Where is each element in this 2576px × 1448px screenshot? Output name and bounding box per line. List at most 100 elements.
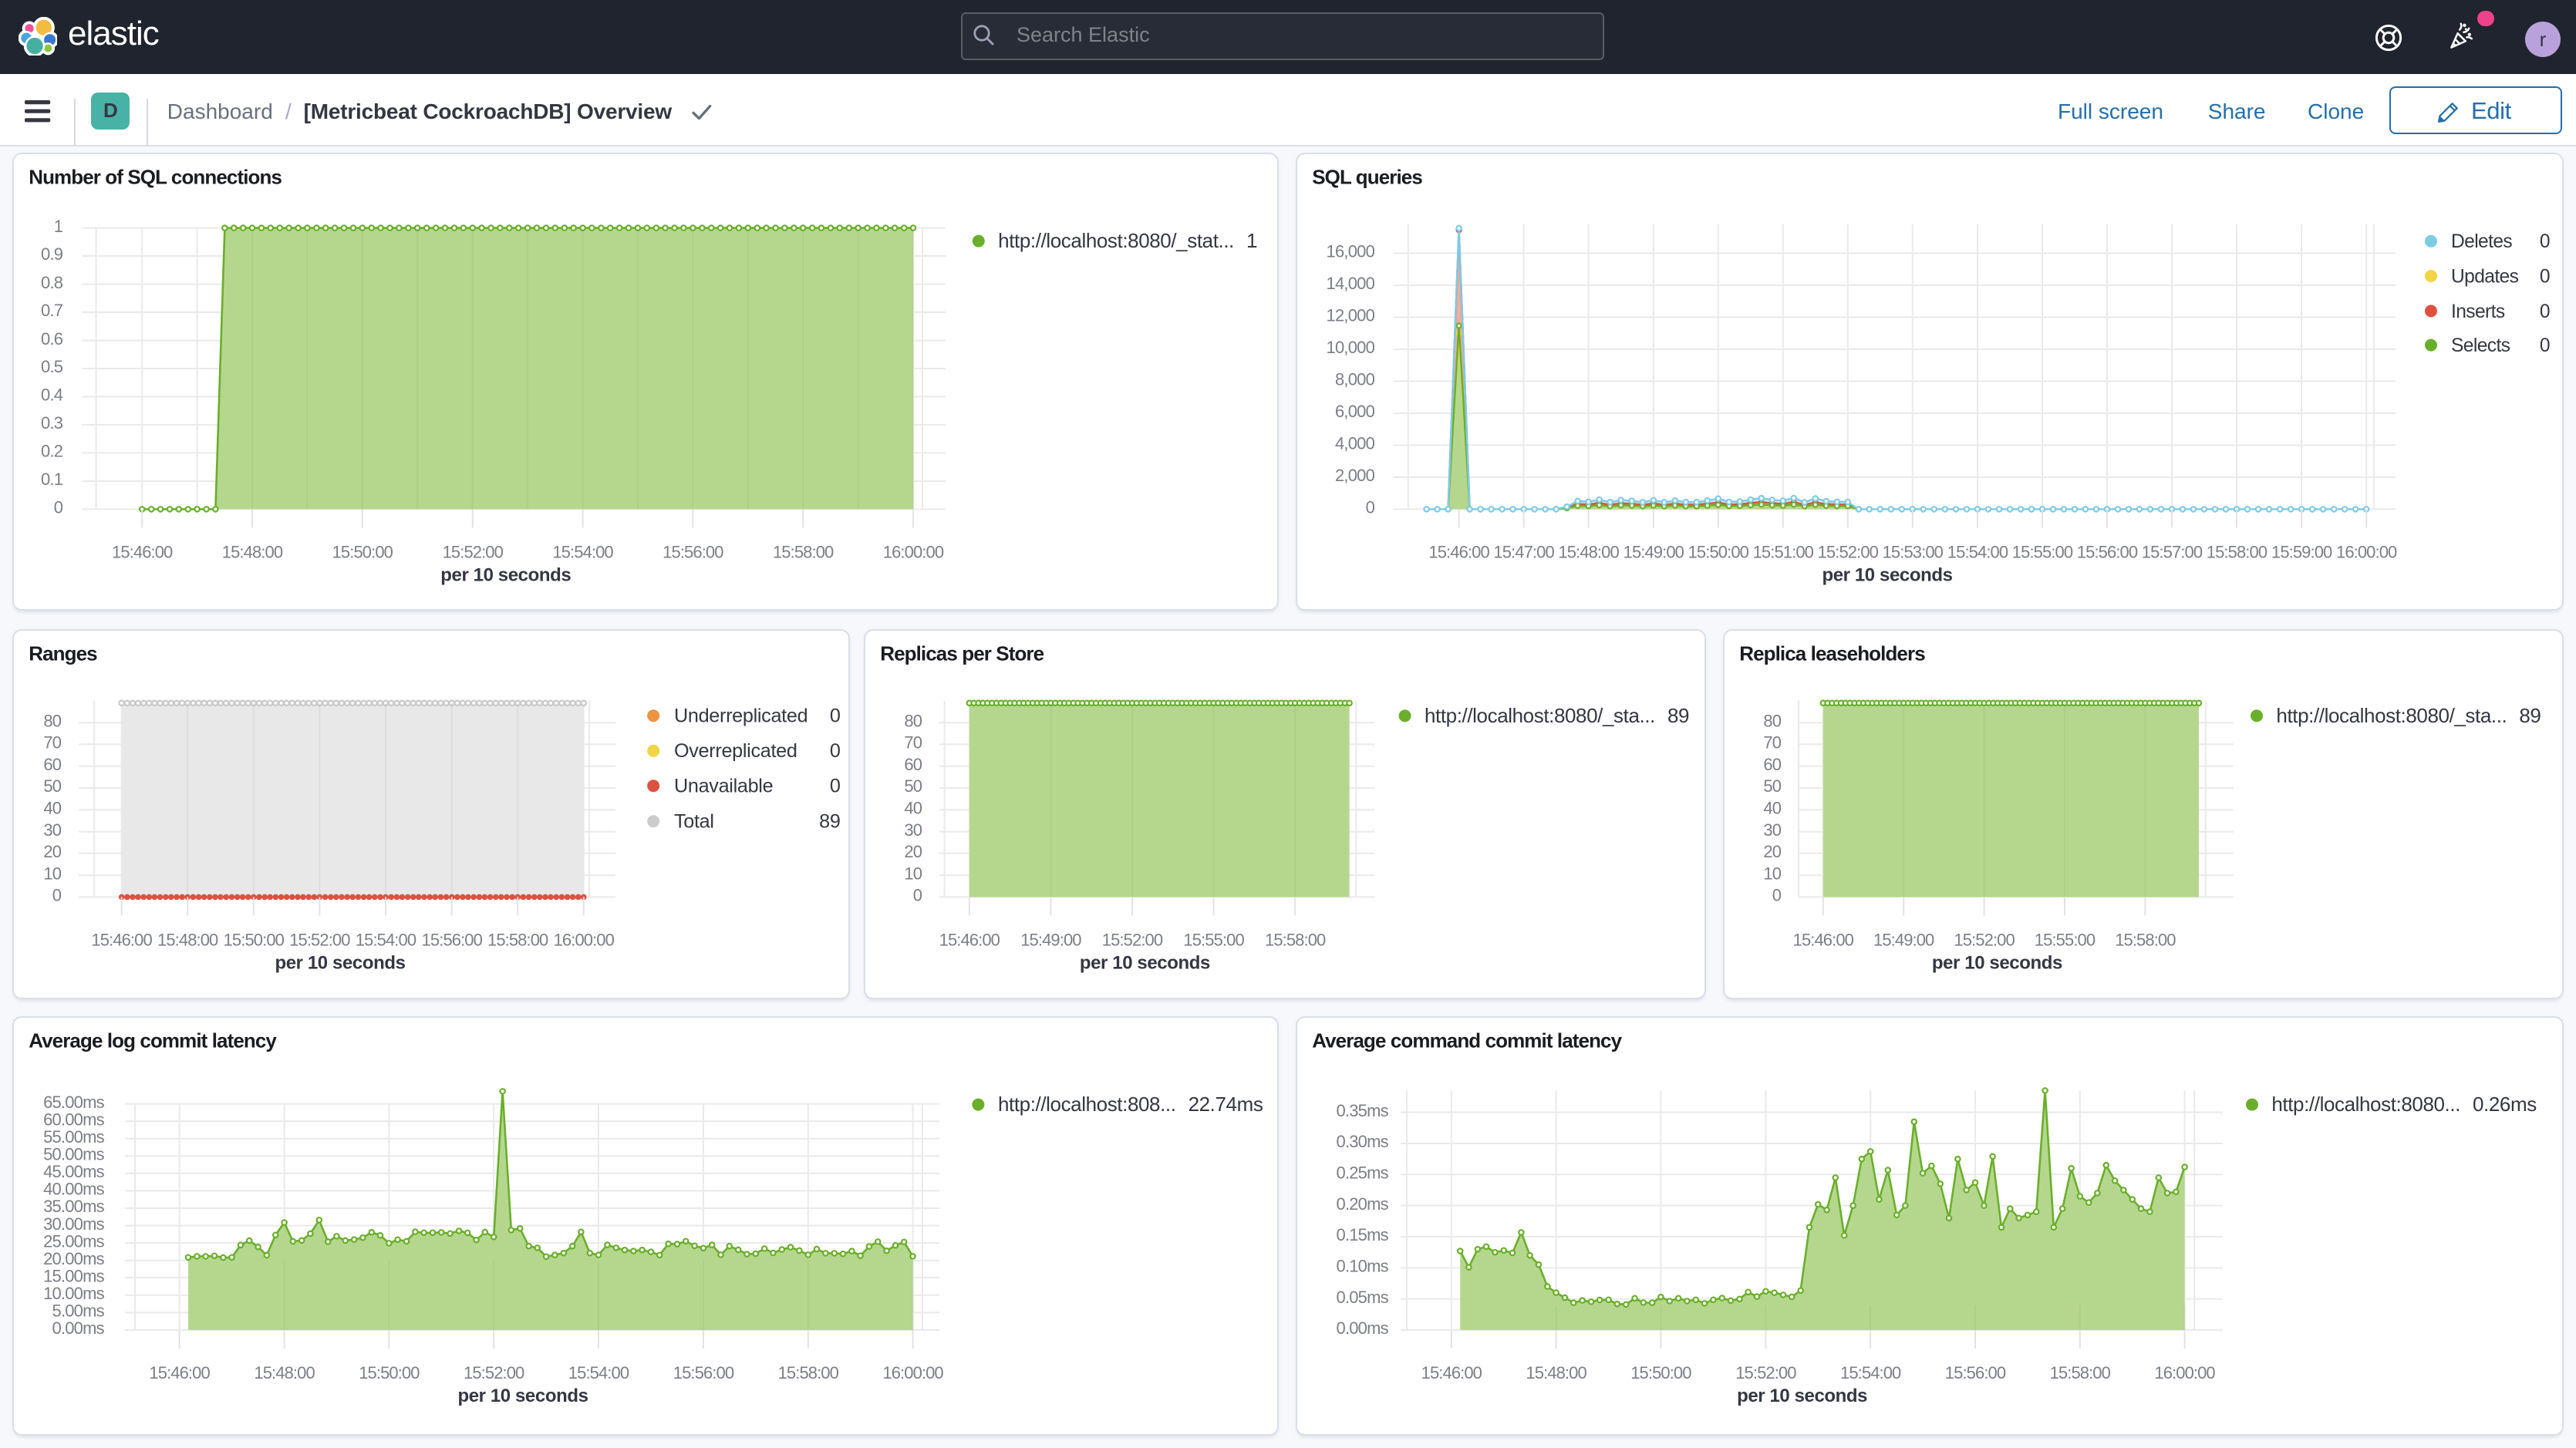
svg-text:15:55:00: 15:55:00	[1183, 930, 1244, 949]
svg-text:15:46:00: 15:46:00	[92, 930, 153, 949]
svg-text:35.00ms: 35.00ms	[44, 1197, 106, 1216]
svg-text:Ranges: Ranges	[29, 641, 98, 665]
svg-text:15:46:00: 15:46:00	[113, 542, 174, 561]
svg-text:15:58:00: 15:58:00	[774, 542, 835, 561]
svg-text:15:48:00: 15:48:00	[158, 930, 219, 949]
svg-text:Underreplicated: Underreplicated	[675, 705, 808, 726]
svg-text:80: 80	[904, 711, 922, 730]
svg-text:Average log commit latency: Average log commit latency	[29, 1029, 278, 1052]
svg-text:6,000: 6,000	[1335, 401, 1375, 420]
svg-text:60: 60	[904, 755, 922, 774]
svg-text:0.00ms: 0.00ms	[1337, 1318, 1389, 1338]
svg-text:Deletes: Deletes	[2451, 231, 2512, 251]
svg-text:15:54:00: 15:54:00	[1947, 542, 2008, 561]
svg-text:15:52:00: 15:52:00	[443, 542, 504, 561]
svg-text:40: 40	[1763, 798, 1781, 817]
svg-text:10,000: 10,000	[1327, 337, 1375, 356]
svg-text:0: 0	[831, 740, 841, 762]
svg-text:15:50:00: 15:50:00	[1630, 1363, 1691, 1382]
svg-text:10: 10	[44, 864, 62, 883]
svg-text:per 10 seconds: per 10 seconds	[1737, 1386, 1867, 1406]
svg-text:15:56:00: 15:56:00	[663, 542, 724, 561]
svg-text:15:53:00: 15:53:00	[1883, 542, 1944, 561]
svg-text:16,000: 16,000	[1327, 241, 1375, 261]
svg-text:50: 50	[44, 776, 62, 796]
svg-text:20: 20	[904, 842, 922, 861]
svg-text:40.00ms: 40.00ms	[44, 1180, 106, 1199]
svg-text:15:49:00: 15:49:00	[1623, 542, 1684, 561]
svg-text:15:59:00: 15:59:00	[2271, 542, 2332, 561]
svg-text:per 10 seconds: per 10 seconds	[1080, 952, 1210, 973]
svg-text:30.00ms: 30.00ms	[44, 1214, 106, 1234]
svg-text:15:50:00: 15:50:00	[1688, 542, 1749, 561]
svg-text:60: 60	[1763, 755, 1781, 774]
svg-text:15:54:00: 15:54:00	[356, 930, 417, 949]
svg-text:60: 60	[44, 755, 62, 774]
svg-text:per 10 seconds: per 10 seconds	[441, 564, 572, 585]
svg-text:1: 1	[55, 216, 64, 235]
svg-text:0.3: 0.3	[42, 413, 64, 432]
svg-text:0: 0	[53, 885, 62, 904]
svg-text:60.00ms: 60.00ms	[44, 1110, 106, 1129]
svg-text:http://localhost:8080/_sta...8: http://localhost:8080/_sta... 89	[2276, 703, 2541, 726]
svg-text:0.25ms: 0.25ms	[1337, 1163, 1389, 1182]
svg-text:0.35ms: 0.35ms	[1337, 1101, 1389, 1120]
svg-text:0.4: 0.4	[42, 385, 64, 404]
svg-text:50: 50	[1763, 776, 1781, 796]
svg-text:30: 30	[904, 820, 922, 839]
svg-text:50: 50	[904, 776, 922, 796]
svg-text:Average command commit latency: Average command commit latency	[1312, 1029, 1622, 1052]
svg-text:0.8: 0.8	[42, 272, 64, 291]
svg-text:50.00ms: 50.00ms	[44, 1145, 106, 1164]
svg-text:0.20ms: 0.20ms	[1337, 1194, 1389, 1214]
svg-text:65.00ms: 65.00ms	[44, 1093, 106, 1112]
svg-text:15:52:00: 15:52:00	[1735, 1363, 1796, 1382]
svg-text:15:52:00: 15:52:00	[1954, 930, 2015, 949]
svg-text:Selects: Selects	[2451, 335, 2510, 355]
svg-text:0: 0	[831, 705, 841, 726]
svg-text:15:46:00: 15:46:00	[150, 1363, 211, 1382]
svg-text:20: 20	[1763, 842, 1781, 861]
svg-text:0.2: 0.2	[42, 441, 64, 460]
svg-text:15:49:00: 15:49:00	[1020, 930, 1081, 949]
svg-text:http://localhost:808...22.74ms: http://localhost:808... 22.74ms	[999, 1093, 1264, 1116]
svg-text:15:48:00: 15:48:00	[255, 1363, 315, 1382]
svg-text:15:50:00: 15:50:00	[224, 930, 285, 949]
svg-text:Replicas per Store: Replicas per Store	[880, 641, 1044, 665]
svg-text:40: 40	[904, 798, 922, 817]
svg-text:10: 10	[1763, 864, 1781, 883]
svg-text:0: 0	[1366, 497, 1375, 517]
svg-text:15:52:00: 15:52:00	[464, 1363, 525, 1382]
svg-text:0.30ms: 0.30ms	[1337, 1132, 1389, 1151]
svg-text:15:46:00: 15:46:00	[1421, 1363, 1482, 1382]
svg-text:20.00ms: 20.00ms	[44, 1249, 106, 1268]
svg-text:15:54:00: 15:54:00	[1840, 1363, 1901, 1382]
svg-text:0.15ms: 0.15ms	[1337, 1225, 1389, 1244]
svg-text:15:55:00: 15:55:00	[2012, 542, 2073, 561]
svg-text:per 10 seconds: per 10 seconds	[1932, 952, 2062, 973]
svg-text:0.1: 0.1	[42, 469, 64, 488]
svg-text:12,000: 12,000	[1327, 305, 1375, 325]
svg-text:89: 89	[820, 810, 841, 832]
svg-text:16:00:00: 16:00:00	[554, 930, 615, 949]
svg-text:80: 80	[1763, 711, 1781, 730]
svg-text:15:54:00: 15:54:00	[553, 542, 614, 561]
svg-text:SQL queries: SQL queries	[1312, 165, 1422, 188]
svg-text:15:52:00: 15:52:00	[290, 930, 351, 949]
svg-text:0: 0	[913, 885, 922, 904]
svg-text:15.00ms: 15.00ms	[44, 1266, 106, 1285]
svg-text:15:58:00: 15:58:00	[2050, 1363, 2111, 1382]
svg-text:15:58:00: 15:58:00	[488, 930, 549, 949]
svg-text:0.05ms: 0.05ms	[1337, 1288, 1389, 1307]
svg-text:15:47:00: 15:47:00	[1493, 542, 1554, 561]
svg-text:15:56:00: 15:56:00	[674, 1363, 735, 1382]
svg-text:0: 0	[2540, 231, 2550, 251]
svg-text:http://localhost:8080...0.26ms: http://localhost:8080... 0.26ms	[2271, 1093, 2537, 1116]
svg-text:45.00ms: 45.00ms	[44, 1162, 106, 1181]
svg-text:0.00ms: 0.00ms	[52, 1318, 105, 1338]
svg-text:0: 0	[2540, 301, 2550, 322]
svg-text:20: 20	[44, 842, 62, 861]
svg-text:15:48:00: 15:48:00	[223, 542, 284, 561]
svg-text:0: 0	[1772, 885, 1782, 904]
svg-text:15:51:00: 15:51:00	[1753, 542, 1814, 561]
